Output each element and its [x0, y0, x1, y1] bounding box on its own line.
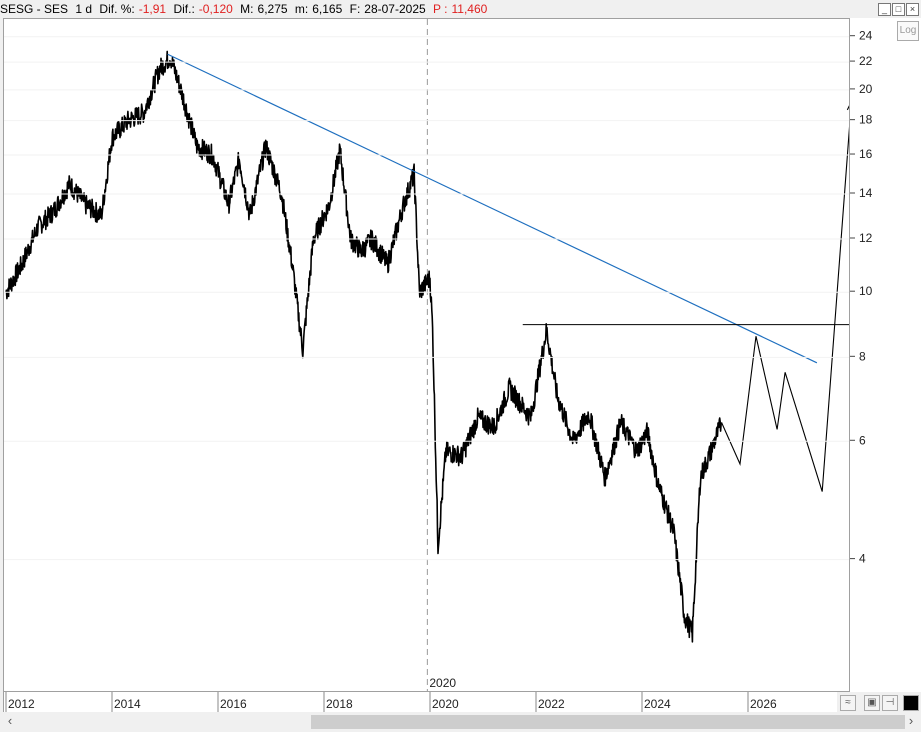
- x-tick-label: 2018: [326, 697, 353, 711]
- x-tick-label: 2020: [432, 697, 459, 711]
- price-label: P :: [433, 2, 448, 16]
- y-tick-label: 6: [859, 433, 866, 447]
- dif-pct-value: -1,91: [138, 2, 167, 16]
- x-tick-label: 2016: [220, 697, 247, 711]
- min-label: m:: [294, 2, 309, 16]
- minimize-icon[interactable]: _: [878, 3, 891, 16]
- close-icon[interactable]: ×: [906, 3, 919, 16]
- scroll-right-icon[interactable]: ›: [908, 713, 914, 728]
- x-tick-label: 2022: [538, 697, 565, 711]
- price-series-line: [5, 50, 723, 643]
- y-tick-label: 16: [859, 147, 873, 161]
- y-tick-label: 24: [859, 29, 873, 43]
- max-value: 6,275: [257, 2, 288, 16]
- y-tick-label: 20: [859, 82, 873, 96]
- horizontal-scrollbar[interactable]: ‹ ›: [0, 712, 921, 732]
- y-tick-label: 4: [859, 552, 866, 566]
- min-value: 6,165: [312, 2, 343, 16]
- trendline: [167, 53, 818, 364]
- dif-pct-label: Dif. %:: [99, 2, 135, 16]
- x-tick-label: 2024: [644, 697, 671, 711]
- chart-svg: 2020: [4, 19, 849, 691]
- dif-value: -0,120: [198, 2, 233, 16]
- projection-path: [720, 126, 849, 492]
- chart-style-icon[interactable]: ≈: [840, 695, 856, 711]
- scroll-left-icon[interactable]: ‹: [7, 713, 13, 728]
- y-tick-label: 12: [859, 231, 873, 245]
- y-axis-svg: 24 22 20 18 16 14 12 10 8 6 4: [850, 29, 873, 566]
- y-axis: 24 22 20 18 16 14 12 10 8 6 4: [850, 18, 921, 692]
- y-tick-label: 18: [859, 113, 873, 127]
- price-value: 11,460: [451, 2, 488, 16]
- year-divider-label: 2020: [429, 676, 456, 690]
- x-axis: 2012 2014 2016 2018 2020 2022 2024 2026: [3, 692, 837, 712]
- y-tick-label: 8: [859, 349, 866, 363]
- projection-arrowhead: [846, 105, 849, 111]
- date-label: F:: [349, 2, 361, 16]
- pin-icon[interactable]: ⊣: [882, 695, 898, 711]
- dif-label: Dif.:: [173, 2, 195, 16]
- chart-header: SESG - SES 1 d Dif. %: -1,91 Dif.: -0,120 …: [0, 0, 921, 18]
- max-label: M:: [240, 2, 254, 16]
- color-swatch-icon[interactable]: [903, 695, 919, 711]
- y-tick-label: 10: [859, 284, 873, 298]
- chart-plot-area[interactable]: 2020: [3, 18, 850, 692]
- save-icon[interactable]: ▣: [864, 695, 880, 711]
- scroll-thumb[interactable]: [311, 715, 905, 729]
- restore-icon[interactable]: □: [892, 3, 905, 16]
- x-tick-label: 2012: [8, 697, 35, 711]
- y-tick-label: 14: [859, 186, 873, 200]
- symbol-label: SESG - SES: [0, 2, 69, 16]
- interval-label: 1 d: [75, 2, 93, 16]
- date-value: 28-07-2025: [364, 2, 426, 16]
- x-axis-svg: 2012 2014 2016 2018 2020 2022 2024 2026: [5, 692, 777, 712]
- x-tick-label: 2014: [114, 697, 141, 711]
- x-tick-label: 2026: [750, 697, 777, 711]
- log-scale-button[interactable]: Log: [897, 21, 919, 41]
- y-tick-label: 22: [859, 54, 873, 68]
